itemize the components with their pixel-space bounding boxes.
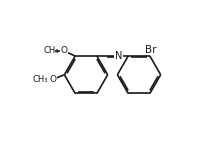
Text: O: O bbox=[60, 46, 67, 55]
Text: N: N bbox=[115, 51, 122, 61]
Text: Br: Br bbox=[145, 45, 156, 55]
Text: CH₃: CH₃ bbox=[33, 75, 48, 84]
Text: O: O bbox=[49, 75, 57, 84]
Text: CH₃: CH₃ bbox=[44, 46, 59, 55]
